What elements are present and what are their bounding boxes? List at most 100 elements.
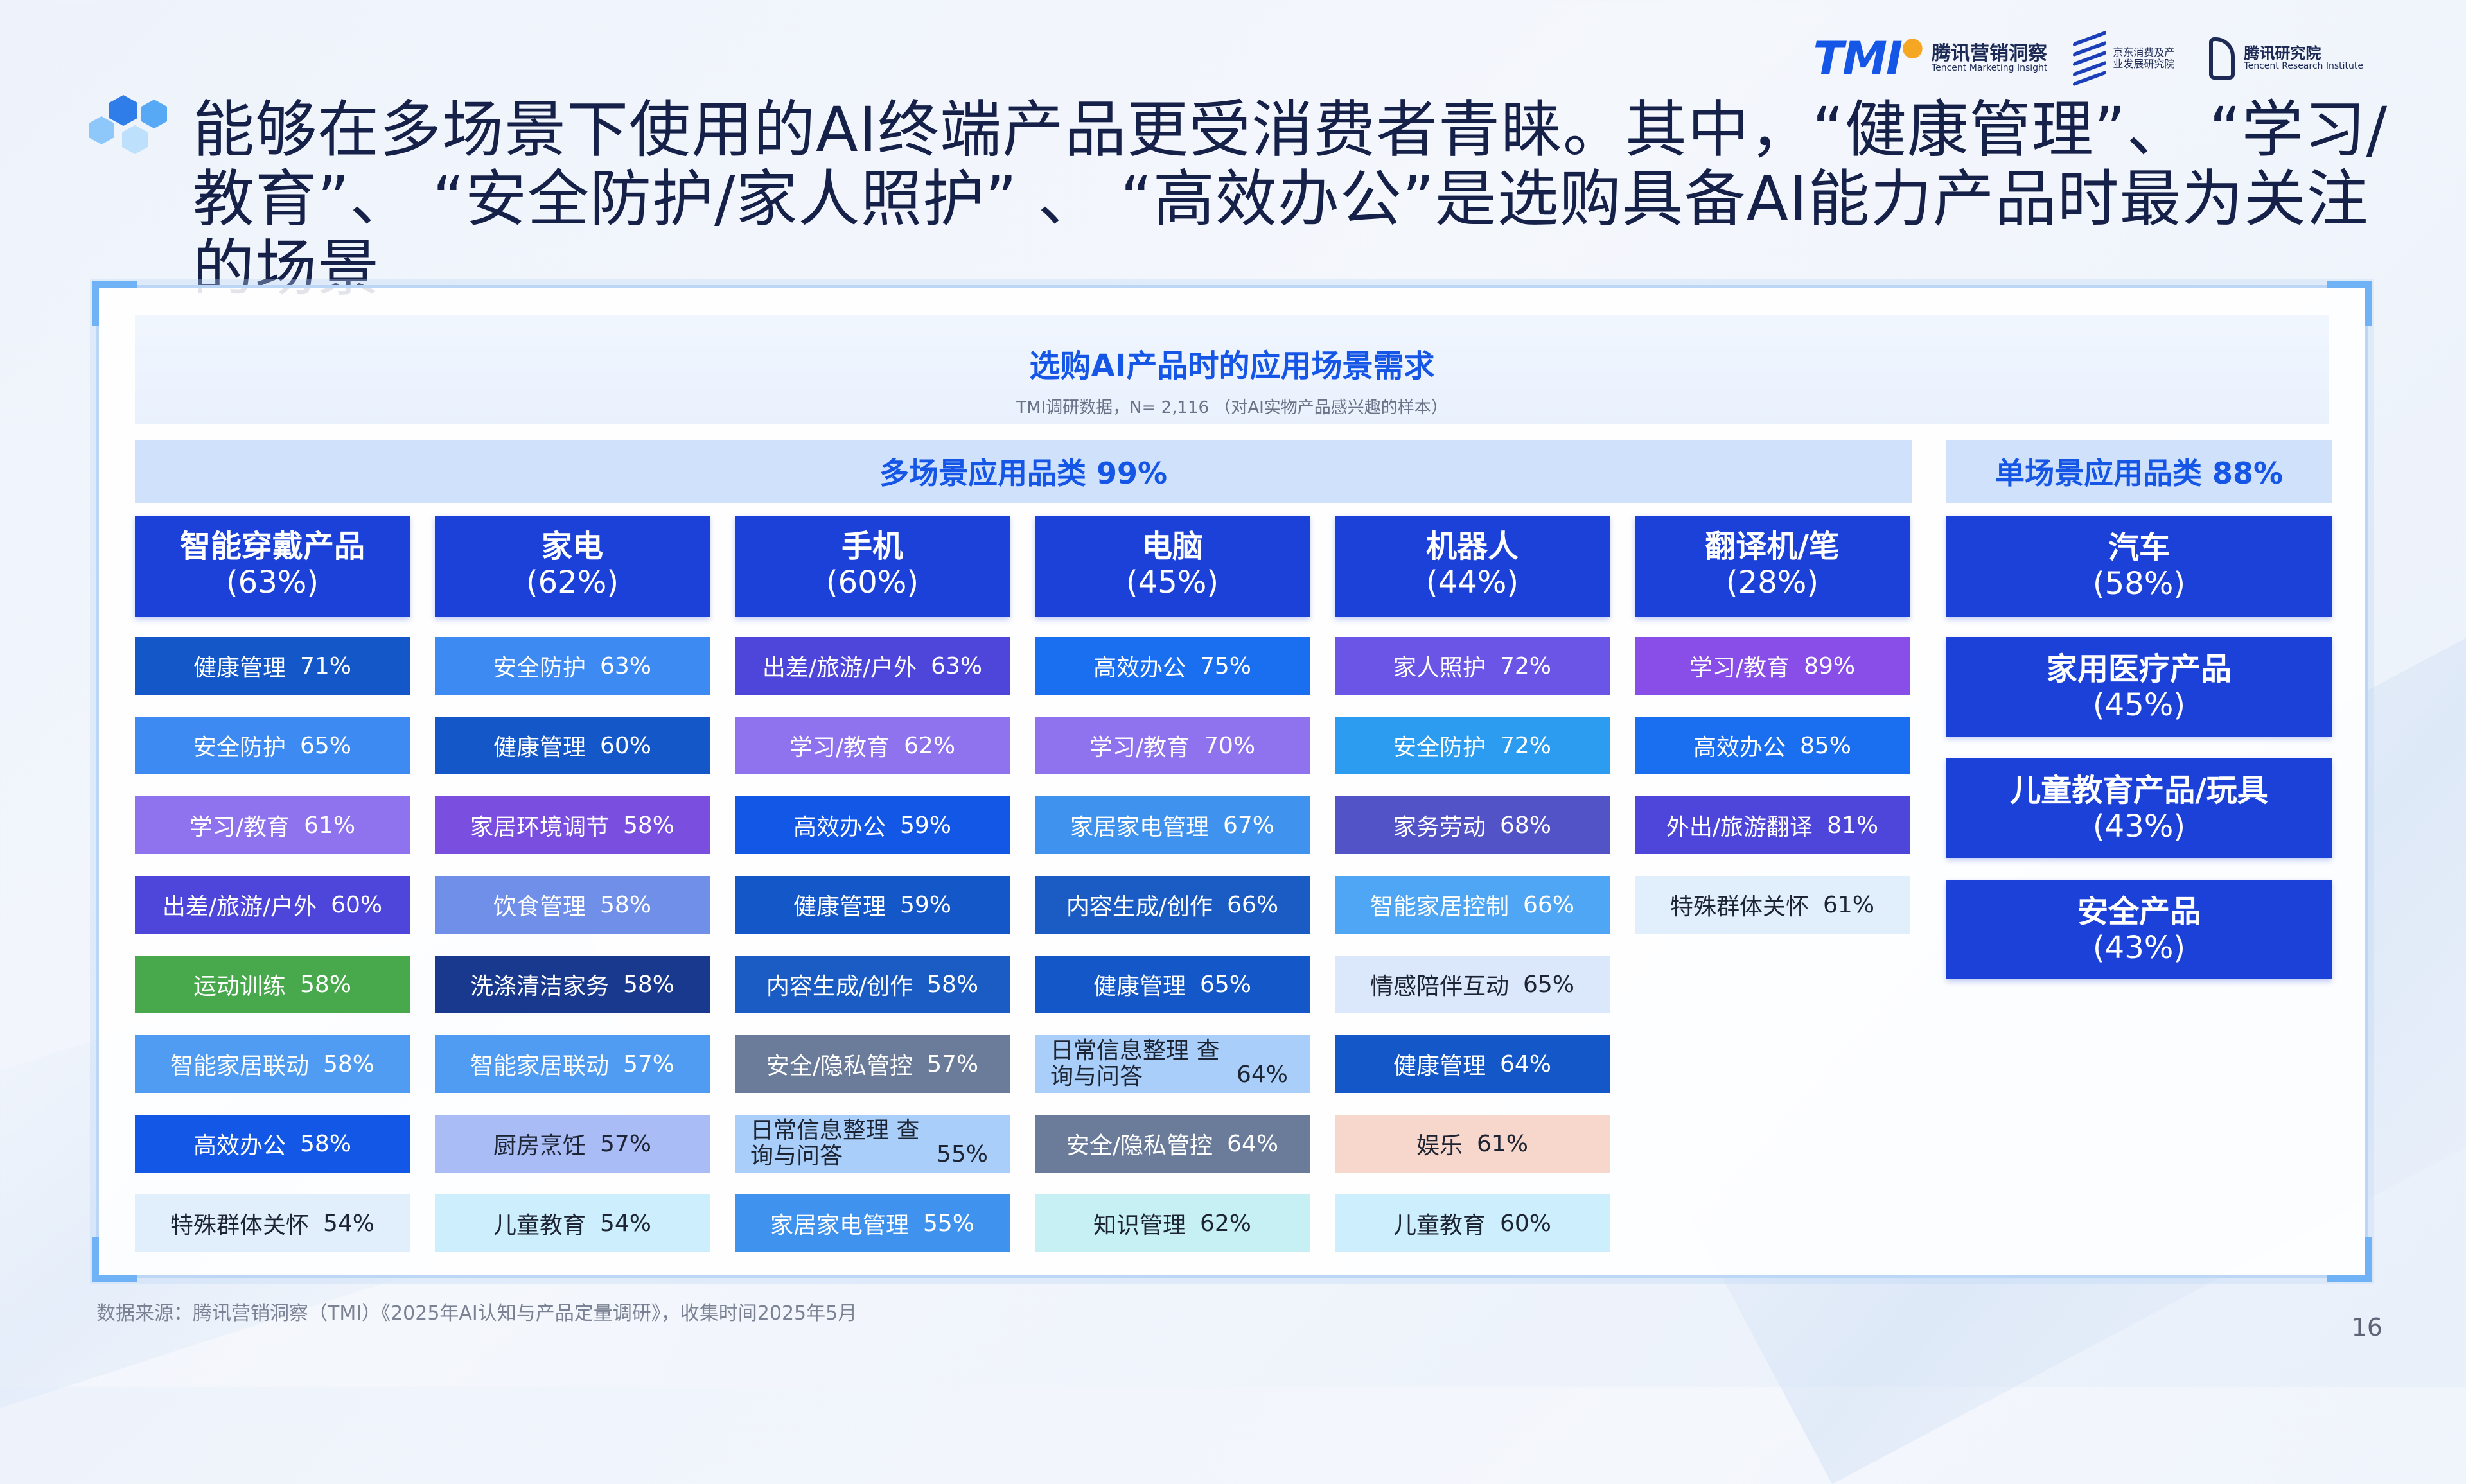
- tmi-english-name: Tencent Marketing Insight: [1931, 63, 2048, 74]
- scenario-cell: 情感陪伴互动 65%: [1335, 956, 1610, 1013]
- scenario-cell: 学习/教育 89%: [1635, 637, 1910, 695]
- scenario-value: 81%: [1827, 812, 1879, 839]
- scenario-cell: 知识管理 62%: [1035, 1194, 1310, 1252]
- scenario-cell: 安全防护 63%: [435, 637, 710, 695]
- scenario-cell: 健康管理 65%: [1035, 956, 1310, 1013]
- scenario-label: 健康管理: [1393, 1053, 1486, 1079]
- tmi-mark: TMI●: [1813, 32, 1924, 85]
- scenario-label: 知识管理: [1093, 1212, 1186, 1239]
- scenario-value: 66%: [1227, 891, 1279, 918]
- single-category-percent: (43%): [2092, 808, 2186, 844]
- scenario-value: 61%: [1823, 891, 1875, 918]
- scenario-cell: 家务劳动 68%: [1335, 796, 1610, 854]
- tencent-research-logo: 腾讯研究院 Tencent Research Institute: [2209, 37, 2363, 80]
- scenario-label: 家务劳动: [1393, 814, 1486, 841]
- scenario-label: 洗涤清洁家务: [470, 973, 609, 1000]
- scenario-label: 学习/教育: [189, 814, 290, 841]
- scenario-cell: 智能家居联动 57%: [435, 1035, 710, 1093]
- scenario-label: 运动训练: [193, 973, 286, 1000]
- scenario-value: 65%: [1200, 971, 1252, 998]
- scenario-value: 54%: [600, 1210, 652, 1237]
- scenario-cell: 健康管理 60%: [435, 717, 710, 774]
- tmi-logo: TMI● 腾讯营销洞察 Tencent Marketing Insight: [1813, 32, 2048, 85]
- scenario-label: 高效办公: [1693, 735, 1786, 761]
- scenario-cell: 高效办公 85%: [1635, 717, 1910, 774]
- scenario-label: 高效办公: [793, 814, 886, 841]
- single-category-percent: (43%): [2092, 930, 2186, 966]
- scenario-cell: 健康管理 59%: [735, 876, 1010, 934]
- scenario-cell: 日常信息整理 查询与问答 64%: [1035, 1035, 1310, 1093]
- tencent-research-english-name: Tencent Research Institute: [2244, 61, 2363, 72]
- category-name: 家电: [541, 528, 603, 564]
- category-header: 家电 (62%): [435, 516, 710, 617]
- category-percent: (62%): [525, 564, 619, 600]
- single-category-card: 安全产品 (43%): [1946, 880, 2332, 979]
- scenario-value: 54%: [323, 1210, 375, 1237]
- chart-header: 选购AI产品时的应用场景需求 TMI调研数据，N= 2,116 （对AI实物产品…: [135, 315, 2329, 424]
- hexagon-cluster-icon: [89, 95, 167, 154]
- scenario-value: 75%: [1200, 652, 1252, 679]
- scenario-label: 健康管理: [493, 735, 586, 761]
- scenario-value: 57%: [600, 1130, 652, 1157]
- scenario-value: 72%: [1500, 732, 1552, 759]
- scenario-label: 家居家电管理: [770, 1212, 909, 1239]
- scenario-label: 出差/旅游/户外: [762, 655, 917, 681]
- scenario-label: 健康管理: [193, 655, 286, 681]
- scenario-label: 学习/教育: [789, 735, 890, 761]
- single-category-card: 汽车 (58%): [1946, 516, 2332, 617]
- scenario-cell: 智能家居控制 66%: [1335, 876, 1610, 934]
- data-source-note: 数据来源：腾讯营销洞察（TMI）《2025年AI认知与产品定量调研》，收集时间2…: [96, 1302, 858, 1325]
- scenario-cell: 内容生成/创作 58%: [735, 956, 1010, 1013]
- scenario-label: 厨房烹饪: [493, 1133, 586, 1159]
- scenario-value: 62%: [904, 732, 956, 759]
- scenario-value: 65%: [300, 732, 352, 759]
- single-category-name: 儿童教育产品/玩具: [2010, 773, 2268, 808]
- scenario-cell: 运动训练 58%: [135, 956, 410, 1013]
- category-name: 手机: [841, 528, 903, 564]
- jd-logo: 京东消费及产业发展研究院: [2073, 30, 2183, 87]
- category-header: 手机 (60%): [735, 516, 1010, 617]
- single-category-card: 家用医疗产品 (45%): [1946, 637, 2332, 737]
- scenario-label: 家居环境调节: [470, 814, 609, 841]
- scenario-label: 高效办公: [193, 1133, 286, 1159]
- scenario-value: 71%: [300, 652, 352, 679]
- scenario-cell: 高效办公 75%: [1035, 637, 1310, 695]
- category-header: 电脑 (45%): [1035, 516, 1310, 617]
- scenario-label: 特殊群体关怀: [1669, 894, 1809, 920]
- scenario-value: 58%: [323, 1051, 375, 1078]
- scenario-value: 64%: [1237, 1061, 1289, 1088]
- scenario-value: 60%: [600, 732, 652, 759]
- scenario-cell: 内容生成/创作 66%: [1035, 876, 1310, 934]
- scenario-label: 智能家居控制: [1370, 894, 1509, 920]
- scenario-label: 儿童教育: [493, 1212, 586, 1239]
- scenario-cell: 日常信息整理 查询与问答 55%: [735, 1115, 1010, 1173]
- scenario-value: 59%: [900, 891, 952, 918]
- scenario-value: 62%: [1200, 1210, 1252, 1237]
- scenario-value: 70%: [1204, 732, 1256, 759]
- scenario-value: 57%: [927, 1051, 979, 1078]
- scenario-cell: 儿童教育 54%: [435, 1194, 710, 1252]
- page-title: 能够在多场景下使用的AI终端产品更受消费者青睐。其中，“健康管理”、 “学习/教…: [193, 94, 2388, 304]
- category-percent: (45%): [1125, 564, 1219, 600]
- scenario-value: 61%: [304, 812, 356, 839]
- scenario-label: 健康管理: [1093, 973, 1186, 1000]
- scenario-cell: 特殊群体关怀 61%: [1635, 876, 1910, 934]
- scenario-cell: 家居环境调节 58%: [435, 796, 710, 854]
- scenario-cell: 饮食管理 58%: [435, 876, 710, 934]
- scenario-label: 高效办公: [1093, 655, 1186, 681]
- scenario-cell: 健康管理 71%: [135, 637, 410, 695]
- scenario-label: 安全防护: [193, 735, 286, 761]
- tencent-research-name: 腾讯研究院: [2244, 44, 2321, 63]
- scenario-value: 66%: [1523, 891, 1575, 918]
- scenario-label: 外出/旅游翻译: [1666, 814, 1813, 841]
- scenario-label: 安全/隐私管控: [1066, 1133, 1213, 1159]
- scenario-cell: 学习/教育 62%: [735, 717, 1010, 774]
- category-name: 机器人: [1425, 528, 1519, 564]
- scenario-label: 日常信息整理 查询与问答: [750, 1117, 920, 1169]
- category-header: 翻译机/笔 (28%): [1635, 516, 1910, 617]
- single-category-name: 汽车: [2108, 530, 2170, 566]
- scenario-cell: 外出/旅游翻译 81%: [1635, 796, 1910, 854]
- single-scenario-header: 单场景应用品类 88%: [1946, 440, 2332, 503]
- scenario-cell: 安全/隐私管控 64%: [1035, 1115, 1310, 1173]
- scenario-value: 58%: [300, 1130, 352, 1157]
